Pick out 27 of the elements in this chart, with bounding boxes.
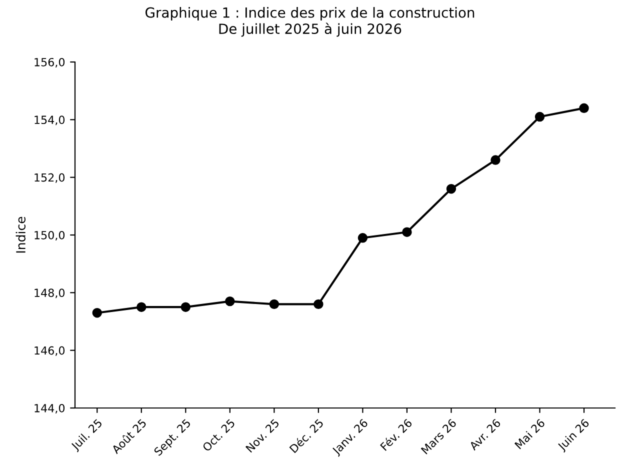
x-tick-label: Oct. 25 bbox=[202, 418, 236, 452]
y-tick-label: 150,0 bbox=[34, 230, 65, 241]
point bbox=[402, 227, 412, 237]
point bbox=[180, 302, 191, 312]
y-tick-label: 154,0 bbox=[34, 116, 65, 126]
y-axis-title: Indice bbox=[16, 216, 26, 253]
point bbox=[314, 299, 324, 310]
y-tick-label: 152,0 bbox=[34, 173, 65, 183]
x-tick-label: Fév. 26 bbox=[379, 418, 413, 451]
y-tick-label: 146,0 bbox=[34, 346, 65, 356]
chart-title: Graphique 1 : Indice des prix de la construction De juillet 2025 à juin 2026 bbox=[146, 7, 474, 37]
x-tick-label: Déc. 25 bbox=[288, 418, 324, 454]
x-tick-label: Nov. 25 bbox=[245, 418, 280, 453]
point bbox=[136, 302, 146, 312]
point bbox=[269, 299, 280, 310]
y-tick-label: 144,0 bbox=[34, 404, 65, 414]
point bbox=[225, 296, 235, 306]
point bbox=[446, 184, 456, 194]
x-tick-label: Mai 26 bbox=[514, 418, 546, 450]
y-tick-label: 148,0 bbox=[34, 288, 65, 298]
point bbox=[490, 155, 500, 165]
y-tick-label: 156,0 bbox=[34, 58, 65, 68]
point bbox=[579, 103, 589, 113]
point bbox=[92, 308, 102, 318]
x-tick-label: Avr. 26 bbox=[468, 418, 502, 451]
point bbox=[358, 233, 368, 243]
point bbox=[534, 112, 545, 122]
